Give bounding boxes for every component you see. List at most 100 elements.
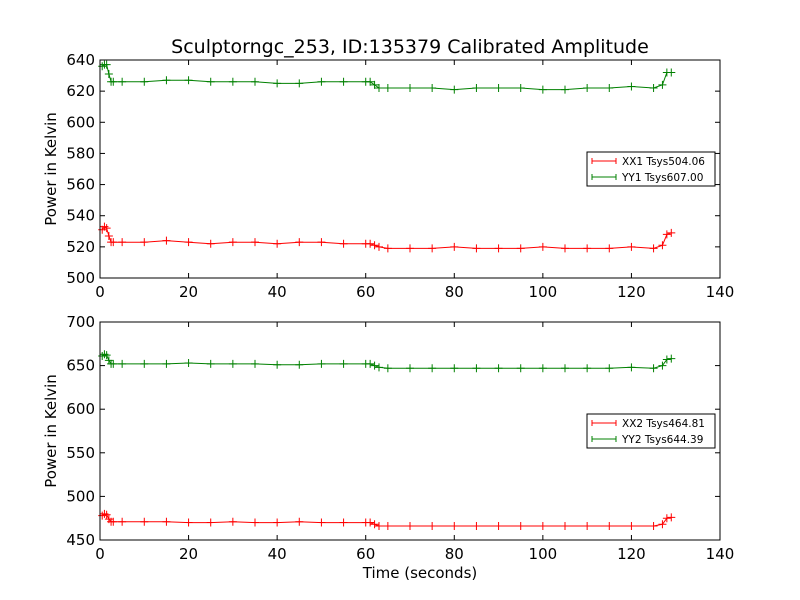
data-point (295, 360, 304, 369)
legend-label: YY1 Tsys607.00 (621, 172, 703, 184)
x-tick-label: 120 (617, 545, 646, 563)
data-point (375, 363, 383, 372)
data-point (662, 355, 671, 364)
data-point (627, 242, 636, 251)
x-tick-label: 40 (268, 283, 287, 301)
data-point (450, 242, 459, 251)
data-point (251, 77, 259, 86)
y-tick-label: 520 (66, 238, 95, 256)
data-point (561, 522, 569, 531)
x-tick-label: 140 (706, 545, 735, 563)
data-point (494, 244, 503, 253)
data-point (627, 82, 636, 91)
data-point (184, 518, 193, 527)
data-point (494, 364, 503, 373)
plots: 0 20 40 60 80 100 120 1405005205405605806006206… (42, 51, 734, 582)
data-point (366, 518, 375, 527)
series-line (101, 353, 672, 369)
data-point (649, 244, 658, 253)
y-tick-label: 600 (66, 400, 95, 418)
data-point (317, 77, 326, 86)
data-point (228, 517, 237, 526)
data-point (428, 84, 437, 93)
data-point (494, 522, 503, 531)
data-point (516, 244, 525, 253)
data-point (561, 85, 569, 94)
legend-marker (591, 420, 617, 426)
data-point (370, 361, 379, 370)
data-point (317, 359, 326, 368)
data-point (649, 84, 658, 93)
legend-box (586, 151, 716, 187)
data-point (206, 239, 215, 248)
data-point (162, 359, 171, 368)
x-tick-label: 100 (529, 283, 558, 301)
data-point (627, 522, 636, 531)
data-point (538, 364, 547, 373)
data-point (658, 520, 667, 529)
data-point (228, 238, 237, 247)
data-point (206, 518, 215, 527)
data-point (406, 84, 414, 93)
data-point (583, 84, 592, 93)
data-point (472, 84, 481, 93)
data-point (339, 518, 348, 527)
data-point (662, 514, 671, 523)
data-point (516, 84, 525, 93)
data-point (605, 364, 614, 373)
data-point (583, 244, 592, 253)
data-point (140, 238, 149, 247)
data-point (140, 517, 149, 526)
y-tick-label: 650 (66, 357, 95, 375)
data-point (104, 231, 113, 240)
data-point (251, 518, 259, 527)
series-1 (98, 222, 676, 253)
data-point (206, 77, 215, 86)
y-tick-label: 550 (66, 444, 95, 462)
data-point (667, 228, 676, 237)
data-point (102, 351, 111, 360)
x-tick-label: 0 (95, 545, 105, 563)
series-line (101, 225, 672, 249)
data-point (162, 76, 171, 85)
data-point (184, 76, 193, 85)
data-point (561, 244, 569, 253)
data-point (102, 224, 111, 233)
y-tick-label: 560 (66, 176, 95, 194)
data-point (184, 358, 193, 367)
data-point (109, 238, 118, 247)
y-tick-label: 580 (66, 144, 95, 162)
data-point (428, 244, 437, 253)
data-point (627, 363, 636, 372)
legend-label: XX1 Tsys504.06 (622, 156, 705, 168)
data-point (109, 517, 118, 526)
data-point (104, 70, 113, 79)
data-point (658, 361, 667, 370)
series-line (101, 64, 672, 91)
chart-1: 0 20 40 60 80 100 120 140 500 520 540 560 580 600 620 6… (42, 51, 734, 301)
y-axis-label: Power in Kelvin (42, 374, 60, 488)
data-point (472, 364, 481, 373)
data-point (658, 241, 667, 250)
legend-marker (591, 158, 617, 164)
legend: XX2 Tsys464.81 YY2 Tsys644.39 (586, 413, 716, 449)
data-point (339, 359, 348, 368)
data-point (339, 77, 348, 86)
legend-label: YY2 Tsys644.39 (621, 434, 703, 446)
y-tick-label: 450 (66, 531, 95, 549)
x-tick-label: 20 (179, 283, 198, 301)
data-point (472, 244, 481, 253)
data-point (605, 84, 614, 93)
data-point (383, 244, 392, 253)
x-tick-label: 80 (445, 283, 464, 301)
data-point (118, 517, 127, 526)
legend-label: XX2 Tsys464.81 (622, 418, 705, 430)
data-point (494, 84, 503, 93)
data-point (162, 236, 171, 245)
data-point (118, 77, 127, 86)
data-point (206, 359, 215, 368)
data-point (516, 522, 525, 531)
y-tick-label: 700 (66, 313, 95, 331)
axes-frame (99, 321, 721, 541)
x-tick-label: 60 (356, 545, 375, 563)
